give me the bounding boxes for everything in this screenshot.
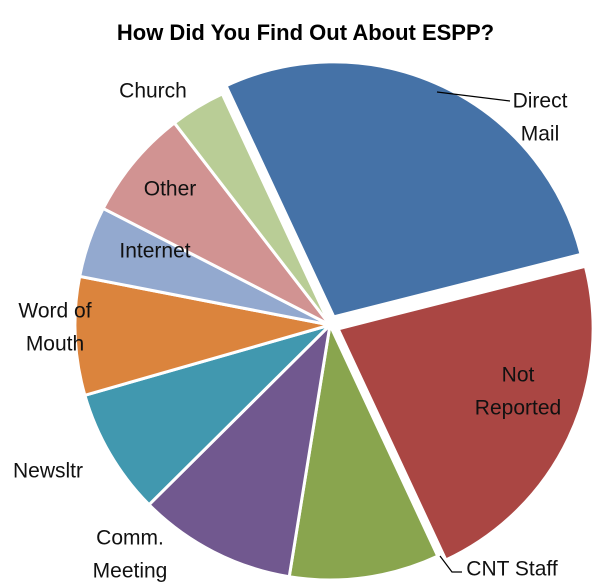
pie-slice [224,60,583,319]
slice-label: Not Reported [474,363,562,419]
pie-slice [73,274,331,398]
slice-label: Other [143,177,197,201]
leader-line [436,91,511,102]
leader-line [439,555,462,573]
pie-slice [83,323,332,507]
slice-label: Church [119,79,187,103]
chart-title: How Did You Find Out About ESPP? [116,20,495,45]
pie-slice [172,91,332,326]
slice-label: CNT Staff [466,557,558,581]
slice-label: Newsltr [12,459,84,483]
pie-slice [146,320,333,579]
pie-slice [101,120,332,327]
slice-label: Word of Mouth [18,299,92,355]
slice-label: Internet [119,239,191,263]
slice-label: Direct Mail [512,89,568,145]
slice-label: Comm. Meeting [92,526,168,582]
pie-slice [336,264,595,562]
pie-slice [287,319,440,582]
